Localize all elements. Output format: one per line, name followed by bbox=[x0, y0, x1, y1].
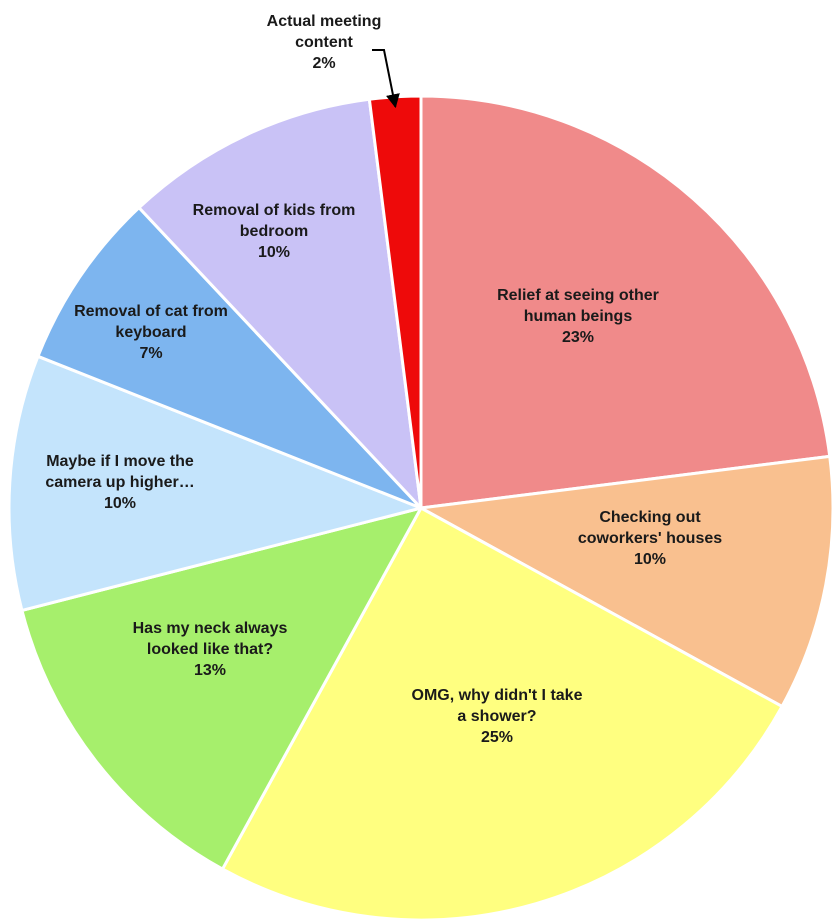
slice-label-relief-line: Relief at seeing other bbox=[497, 287, 659, 304]
slice-label-coworkers-houses-line: 10% bbox=[634, 551, 666, 568]
pie-slice-kids bbox=[137, 97, 423, 510]
slice-label-neck-line: 13% bbox=[194, 662, 226, 679]
slice-label-camera-line: Maybe if I move the bbox=[46, 453, 194, 470]
callout-arrow bbox=[372, 49, 400, 109]
slice-label-coworkers-houses: Checking out coworkers' houses 10% bbox=[578, 509, 722, 568]
slice-label-meeting-content-line: Actual meeting bbox=[267, 13, 382, 30]
slice-label-shower-line: 25% bbox=[481, 729, 513, 746]
pie-slice-neck bbox=[20, 506, 423, 871]
slice-label-neck: Has my neck always looked like that? 13% bbox=[133, 620, 288, 679]
slice-label-shower-line: a shower? bbox=[457, 708, 536, 725]
slice-label-relief: Relief at seeing other human beings 23% bbox=[497, 287, 659, 346]
pie-slice-cat bbox=[36, 206, 423, 510]
slice-label-meeting-content-line: content bbox=[295, 34, 353, 51]
slice-label-cat: Removal of cat from keyboard 7% bbox=[74, 303, 228, 362]
slice-label-kids: Removal of kids from bedroom 10% bbox=[193, 202, 356, 261]
slice-label-shower: OMG, why didn't I take a shower? 25% bbox=[412, 687, 583, 746]
slice-label-camera-line: camera up higher… bbox=[45, 474, 194, 491]
pie-slice-relief bbox=[419, 94, 832, 510]
pie-slice-coworkers-houses bbox=[419, 454, 835, 708]
slice-label-cat-line: Removal of cat from bbox=[74, 303, 228, 320]
slice-label-relief-line: human beings bbox=[524, 308, 633, 325]
pie-slice-shower bbox=[221, 506, 784, 922]
slice-label-camera-line: 10% bbox=[104, 495, 136, 512]
slice-label-coworkers-houses-line: coworkers' houses bbox=[578, 530, 722, 547]
slice-label-meeting-content-line: 2% bbox=[312, 55, 335, 72]
slice-label-camera: Maybe if I move the camera up higher… 10% bbox=[45, 453, 194, 512]
slice-label-neck-line: looked like that? bbox=[147, 641, 273, 658]
slice-label-relief-line: 23% bbox=[562, 329, 594, 346]
slice-label-coworkers-houses-line: Checking out bbox=[599, 509, 701, 526]
slice-label-cat-line: 7% bbox=[139, 345, 162, 362]
slice-label-kids-line: 10% bbox=[258, 244, 290, 261]
slice-label-neck-line: Has my neck always bbox=[133, 620, 288, 637]
pie-slice-camera bbox=[7, 354, 423, 612]
slice-label-meeting-content: Actual meeting content 2% bbox=[267, 13, 382, 72]
slice-label-kids-line: bedroom bbox=[240, 223, 308, 240]
slice-label-cat-line: keyboard bbox=[115, 324, 186, 341]
slice-label-kids-line: Removal of kids from bbox=[193, 202, 356, 219]
slice-label-shower-line: OMG, why didn't I take bbox=[412, 687, 583, 704]
